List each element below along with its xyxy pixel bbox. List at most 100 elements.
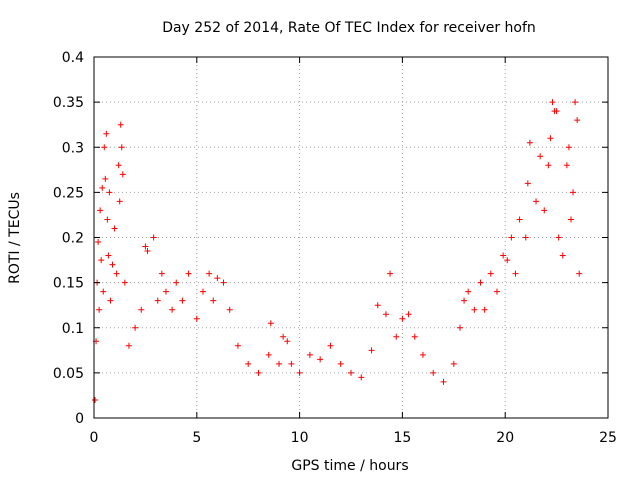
data-point xyxy=(500,252,507,259)
data-point xyxy=(125,342,132,349)
data-point xyxy=(317,356,324,363)
data-point xyxy=(382,311,389,318)
data-point xyxy=(150,234,157,241)
data-points xyxy=(92,99,583,403)
data-point xyxy=(107,297,114,304)
x-tick-label: 0 xyxy=(90,430,99,446)
data-point xyxy=(547,135,554,142)
data-point xyxy=(119,171,126,178)
x-tick-label: 5 xyxy=(192,430,201,446)
data-point xyxy=(465,288,472,295)
data-point xyxy=(493,288,500,295)
data-point xyxy=(103,130,110,137)
data-point xyxy=(206,270,213,277)
data-point xyxy=(154,297,161,304)
data-point xyxy=(358,374,365,381)
x-tick-label: 10 xyxy=(291,430,309,446)
data-point xyxy=(100,288,107,295)
x-tick-label: 20 xyxy=(496,430,514,446)
data-point xyxy=(526,139,533,146)
data-point xyxy=(132,324,139,331)
data-point xyxy=(567,216,574,223)
data-point xyxy=(138,306,145,313)
y-tick-label: 0.05 xyxy=(53,366,84,382)
data-point xyxy=(109,261,116,268)
data-point xyxy=(185,270,192,277)
data-point xyxy=(572,99,579,106)
data-point xyxy=(522,234,529,241)
data-point xyxy=(471,306,478,313)
data-point xyxy=(95,239,102,246)
data-point xyxy=(116,198,123,205)
data-point xyxy=(549,99,556,106)
data-point xyxy=(393,333,400,340)
data-point xyxy=(102,175,109,182)
data-point xyxy=(565,144,572,151)
data-point xyxy=(104,216,111,223)
data-point xyxy=(348,369,354,376)
data-point xyxy=(220,279,227,286)
data-point xyxy=(288,360,295,367)
data-point xyxy=(98,257,105,264)
data-point xyxy=(327,342,334,349)
data-point xyxy=(337,360,344,367)
data-point xyxy=(541,207,548,214)
data-point xyxy=(267,320,274,327)
y-tick-label: 0.1 xyxy=(62,321,84,337)
y-tick-label: 0.35 xyxy=(53,95,84,111)
data-point xyxy=(537,153,544,160)
data-point xyxy=(570,189,577,196)
data-point xyxy=(387,270,394,277)
data-point xyxy=(533,198,540,205)
data-point xyxy=(193,315,200,322)
data-point xyxy=(99,184,106,191)
data-point xyxy=(296,369,303,376)
y-axis-label: ROTI / TECUs xyxy=(7,192,23,284)
data-point xyxy=(214,275,221,282)
data-point xyxy=(563,162,570,169)
data-point xyxy=(399,315,406,322)
data-point xyxy=(411,333,418,340)
data-point xyxy=(516,216,523,223)
data-point xyxy=(419,351,426,358)
data-point xyxy=(144,248,151,255)
data-point xyxy=(226,306,233,313)
data-point xyxy=(430,369,437,376)
data-point xyxy=(306,351,313,358)
data-point xyxy=(524,180,531,187)
y-tick-label: 0.4 xyxy=(62,50,84,66)
data-point xyxy=(487,270,494,277)
data-point xyxy=(106,189,113,196)
grid xyxy=(94,57,608,418)
y-tick-label: 0.25 xyxy=(53,185,84,201)
y-tick-label: 0.2 xyxy=(62,231,84,247)
data-point xyxy=(508,234,515,241)
data-point xyxy=(101,144,108,151)
data-point xyxy=(210,297,217,304)
data-point xyxy=(284,338,291,345)
data-point xyxy=(555,234,562,241)
data-point xyxy=(255,369,262,376)
data-point xyxy=(96,306,103,313)
data-point xyxy=(559,252,566,259)
data-point xyxy=(553,108,560,115)
data-point xyxy=(179,297,186,304)
data-point xyxy=(545,162,552,169)
data-point xyxy=(105,252,112,259)
x-tick-label: 15 xyxy=(393,430,411,446)
y-axis-ticks: 0 0.05 0.1 0.15 0.2 0.25 0.3 0.35 0.4 xyxy=(53,50,608,427)
data-point xyxy=(97,207,104,214)
data-point xyxy=(368,347,375,354)
data-point xyxy=(374,302,381,309)
x-tick-label: 25 xyxy=(599,430,617,446)
data-point xyxy=(504,257,511,264)
data-point xyxy=(199,288,206,295)
data-point xyxy=(512,270,519,277)
chart-title: Day 252 of 2014, Rate Of TEC Index for r… xyxy=(162,20,536,36)
x-axis-label: GPS time / hours xyxy=(291,458,408,474)
data-point xyxy=(162,288,169,295)
data-point xyxy=(117,121,124,128)
data-point xyxy=(173,279,180,286)
y-tick-label: 0.15 xyxy=(53,276,84,292)
